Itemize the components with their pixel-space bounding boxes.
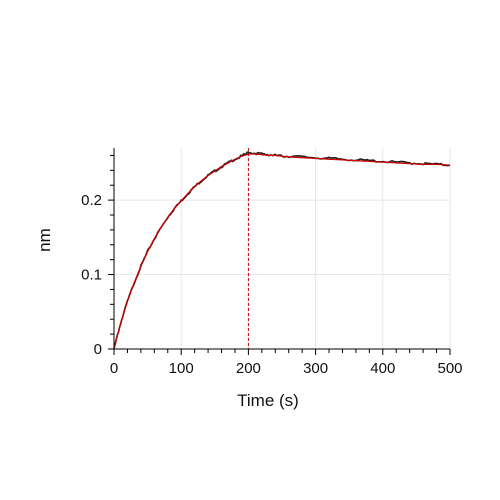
x-tick-label: 0 [110,360,118,377]
x-tick-label: 400 [370,360,395,377]
x-tick-label: 500 [437,360,462,377]
x-axis-title: Time (s) [237,391,299,410]
tick-labels: 0 100 200 300 400 500 0 0.1 0.2 [81,192,462,377]
y-axis-title: nm [35,228,54,252]
axes [108,148,451,355]
y-tick-label: 0.2 [81,192,102,209]
measured-line [113,151,451,350]
y-tick-label: 0.1 [81,267,102,284]
fit-line [113,153,451,350]
x-tick-label: 300 [303,360,328,377]
y-tick-label: 0 [94,341,102,358]
series-lines [113,151,451,350]
x-tick-label: 200 [236,360,261,377]
grid [114,148,451,349]
x-tick-label: 100 [169,360,194,377]
